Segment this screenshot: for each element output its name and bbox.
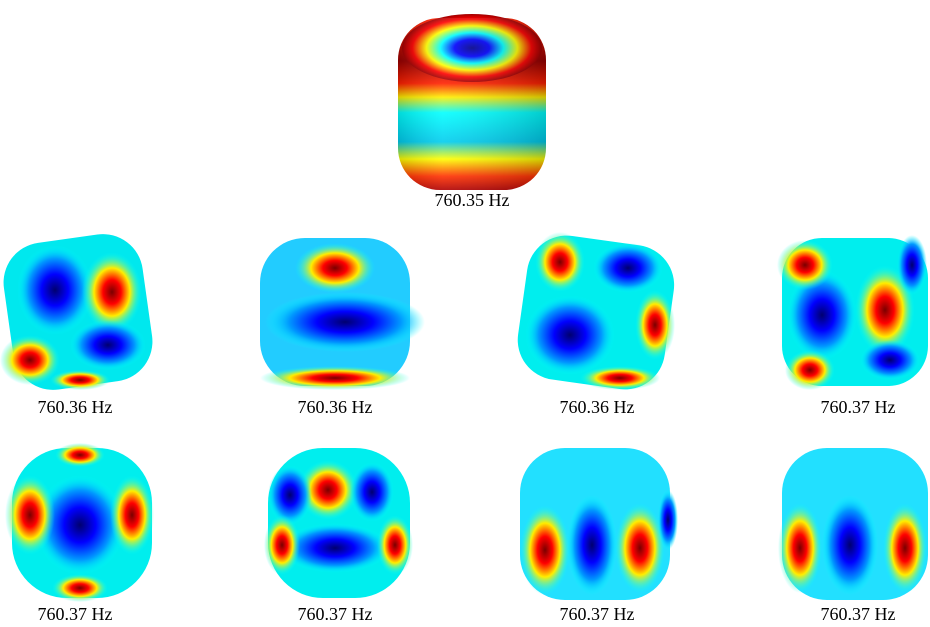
- caption: 760.37 Hz: [298, 604, 373, 624]
- caption: 760.37 Hz: [821, 397, 896, 417]
- shape-r2-2: [260, 238, 425, 390]
- caption: 760.36 Hz: [298, 397, 373, 417]
- shape-r2-1: [0, 234, 153, 390]
- shape-top: [398, 14, 546, 190]
- caption: 760.36 Hz: [38, 397, 113, 417]
- shape-r3-4: [778, 448, 928, 600]
- shape-r2-3: [517, 232, 675, 390]
- shape-r2-4: [777, 235, 928, 390]
- caption: 760.37 Hz: [38, 604, 113, 624]
- caption: 760.37 Hz: [821, 604, 896, 624]
- shape-r3-3: [520, 448, 678, 600]
- caption: 760.36 Hz: [560, 397, 635, 417]
- caption: 760.35 Hz: [435, 190, 510, 210]
- caption: 760.37 Hz: [560, 604, 635, 624]
- shape-r3-1: [5, 443, 154, 602]
- shape-r3-2: [264, 448, 413, 598]
